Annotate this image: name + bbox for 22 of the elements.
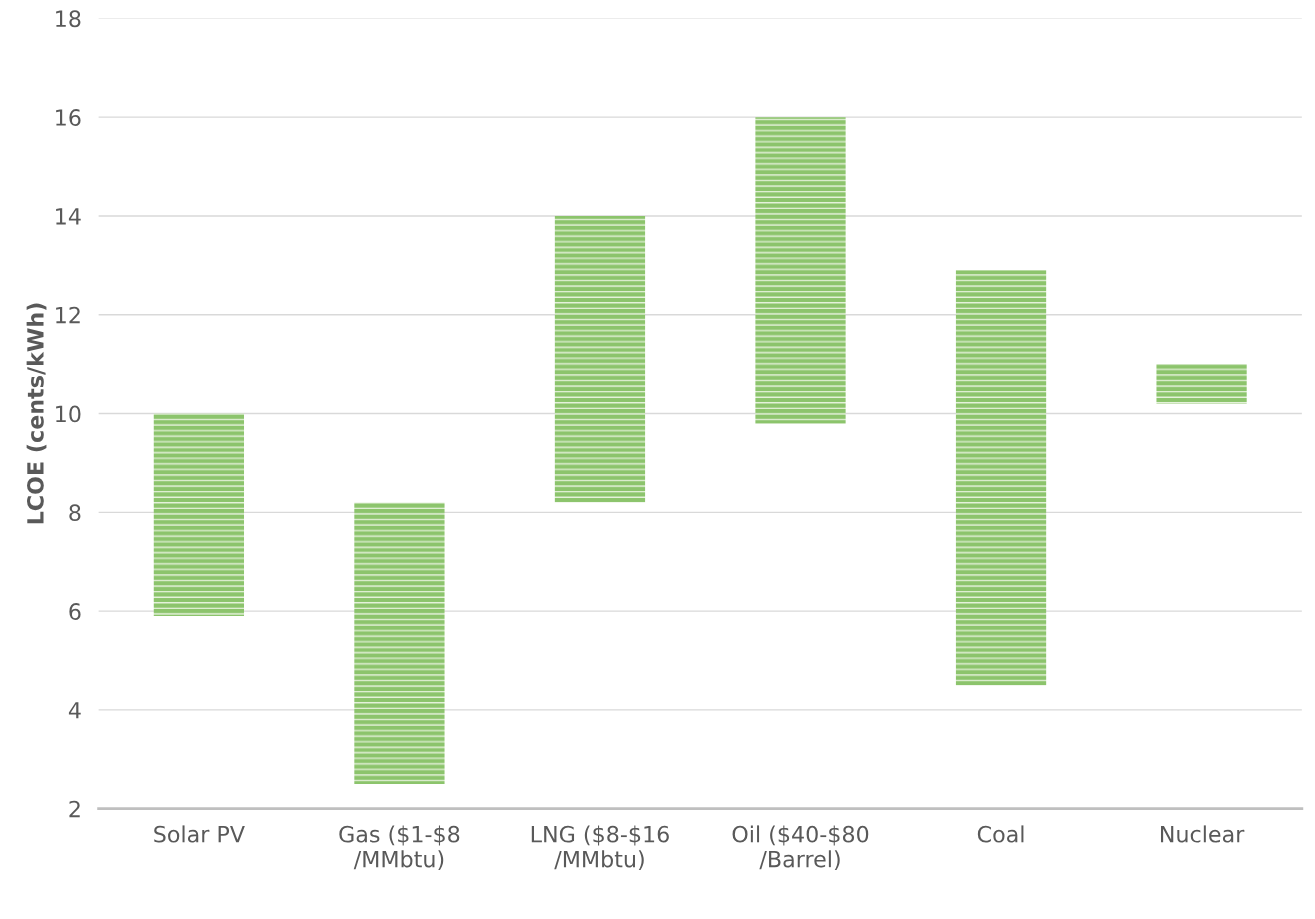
y-tick-label: 2 [69,800,80,818]
x-tick-label: Gas ($1-$8 /MMbtu) [339,825,460,871]
x-tick-label: Coal [977,825,1024,843]
bar [955,270,1047,686]
bar [153,413,245,617]
y-tick-label: 16 [56,109,81,126]
bar [354,502,445,785]
y-tick-label: 10 [56,405,81,423]
x-tick-label: Nuclear [1161,825,1245,843]
y-tick-label: 8 [69,504,81,522]
y-tick-label: 6 [69,603,81,620]
bar [1156,364,1247,404]
y-tick-label: 18 [56,10,81,28]
y-tick-label: 12 [56,306,80,324]
x-tick-label: LNG ($8-$16 /MMbtu) [531,825,669,871]
y-tick-label: 4 [68,702,81,719]
bar [554,215,646,503]
x-tick-label: Solar PV [154,825,245,843]
y-tick-label: 14 [56,208,81,225]
x-tick-label: Oil ($40-$80 /Barrel) [732,825,869,871]
y-axis-title: LCOE (cents/kWh) [26,303,47,524]
bar [755,117,846,424]
